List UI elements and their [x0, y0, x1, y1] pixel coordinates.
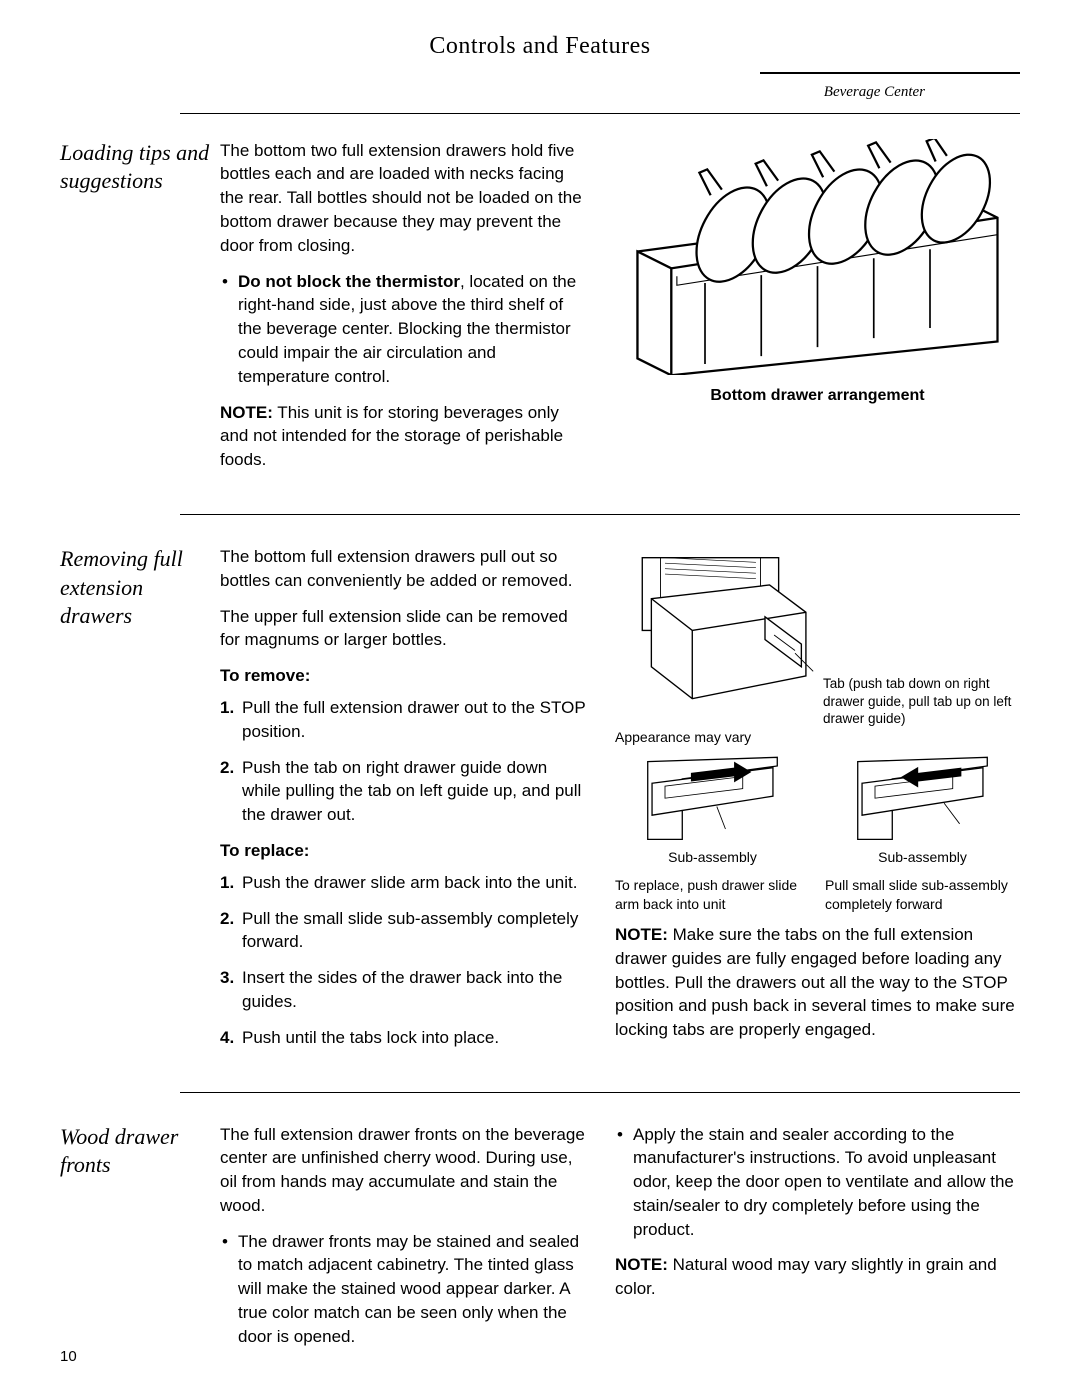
section-title: Removing full extension drawers — [60, 545, 220, 1062]
bullet-item: Do not block the thermistor, located on … — [220, 270, 590, 389]
page-header: Controls and Features — [60, 30, 1020, 64]
illus-left: Sub-assembly — [615, 753, 810, 868]
bold-text: Do not block the thermistor — [238, 272, 460, 291]
sub-assembly-row: Sub-assembly Sub-assembly — [615, 753, 1020, 868]
note-paragraph: NOTE: This unit is for storing beverages… — [220, 401, 590, 472]
paragraph: The bottom full extension drawers pull o… — [220, 545, 590, 593]
caption-left: To replace, push drawer slide arm back i… — [615, 876, 810, 915]
list-item: Pull the small slide sub-assembly comple… — [220, 907, 590, 955]
text-column: The bottom full extension drawers pull o… — [220, 545, 590, 1062]
slide-left-illustration — [615, 753, 810, 848]
section-divider — [180, 1092, 1020, 1093]
note-label: NOTE: — [615, 1255, 668, 1274]
replace-steps-list: Push the drawer slide arm back into the … — [220, 871, 590, 1050]
note-text: Make sure the tabs on the full extension… — [615, 925, 1015, 1039]
section-title: Wood drawer fronts — [60, 1123, 220, 1361]
caption-right: Pull small slide sub-assembly completely… — [825, 876, 1020, 915]
page-number: 10 — [60, 1346, 77, 1367]
bullet-item: Apply the stain and sealer according to … — [615, 1123, 1020, 1242]
section-divider — [180, 514, 1020, 515]
remove-steps-list: Pull the full extension drawer out to th… — [220, 696, 590, 827]
section-wood-fronts: Wood drawer fronts The full extension dr… — [60, 1123, 1020, 1361]
tab-label: Tab (push tab down on right drawer guide… — [823, 675, 1020, 728]
slide-right-illustration — [825, 753, 1020, 848]
note-text: Natural wood may vary slightly in grain … — [615, 1255, 997, 1298]
section-title: Loading tips and suggestions — [60, 139, 220, 484]
text-column: The bottom two full extension drawers ho… — [220, 139, 590, 484]
sub-assembly-label: Sub-assembly — [825, 848, 1020, 868]
note-label: NOTE: — [615, 925, 668, 944]
section-content: The bottom two full extension drawers ho… — [220, 139, 1020, 484]
section-loading-tips: Loading tips and suggestions The bottom … — [60, 139, 1020, 484]
header-subtitle: Beverage Center — [60, 82, 1020, 103]
list-item: Insert the sides of the drawer back into… — [220, 966, 590, 1014]
paragraph: The upper full extension slide can be re… — [220, 605, 590, 653]
sub-heading: To remove: — [220, 664, 590, 688]
bullet-item: The drawer fronts may be stained and sea… — [220, 1230, 590, 1349]
illustration-caption: Bottom drawer arrangement — [615, 385, 1020, 407]
section-removing-drawers: Removing full extension drawers The bott… — [60, 545, 1020, 1062]
drawer-slide-illustration — [615, 545, 815, 725]
top-rule — [180, 113, 1020, 114]
list-item: Push the drawer slide arm back into the … — [220, 871, 590, 895]
section-content: The full extension drawer fronts on the … — [220, 1123, 1020, 1361]
illus-right: Sub-assembly — [825, 753, 1020, 868]
drawer-arrangement-illustration — [615, 139, 1020, 375]
text-column-left: The full extension drawer fronts on the … — [220, 1123, 590, 1361]
text-column-right: Apply the stain and sealer according to … — [615, 1123, 1020, 1361]
note-paragraph: NOTE: Natural wood may vary slightly in … — [615, 1253, 1020, 1301]
paragraph: The bottom two full extension drawers ho… — [220, 139, 590, 258]
list-item: Push until the tabs lock into place. — [220, 1026, 590, 1050]
sub-assembly-label: Sub-assembly — [615, 848, 810, 868]
section-content: The bottom full extension drawers pull o… — [220, 545, 1020, 1062]
caption-row: To replace, push drawer slide arm back i… — [615, 876, 1020, 915]
appearance-note: Appearance may vary — [615, 728, 1020, 748]
note-label: NOTE: — [220, 403, 273, 422]
header-title: Controls and Features — [60, 30, 1020, 64]
list-item: Push the tab on right drawer guide down … — [220, 756, 590, 827]
header-rule — [760, 72, 1020, 74]
list-item: Pull the full extension drawer out to th… — [220, 696, 590, 744]
illustration-column: Tab (push tab down on right drawer guide… — [615, 545, 1020, 1062]
sub-heading: To replace: — [220, 839, 590, 863]
illustration-column: Bottom drawer arrangement — [615, 139, 1020, 484]
paragraph: The full extension drawer fronts on the … — [220, 1123, 590, 1218]
note-paragraph: NOTE: Make sure the tabs on the full ext… — [615, 923, 1020, 1042]
